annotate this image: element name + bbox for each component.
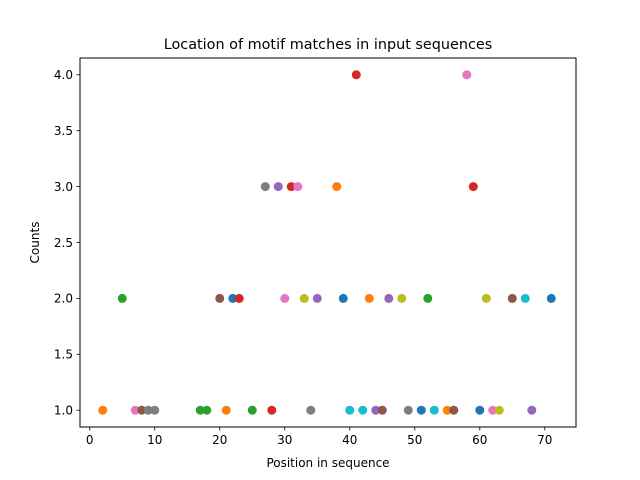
data-point [312, 293, 322, 303]
data-point [494, 405, 504, 415]
data-point [228, 293, 238, 303]
data-point [397, 293, 407, 303]
data-point [462, 70, 472, 80]
data-point [293, 182, 303, 192]
plot-area-frame [79, 57, 577, 428]
data-point [221, 405, 231, 415]
x-tick-label: 0 [86, 433, 94, 447]
data-point [215, 293, 225, 303]
data-point [527, 405, 537, 415]
data-point [338, 293, 348, 303]
y-axis-label: Counts [28, 222, 42, 264]
data-point [273, 182, 283, 192]
data-point [364, 293, 374, 303]
data-point [449, 405, 459, 415]
data-point [442, 405, 452, 415]
y-tick-label: 2.0 [54, 292, 73, 306]
data-point [117, 293, 127, 303]
chart-title: Location of motif matches in input seque… [164, 37, 493, 53]
y-tick-label: 1.5 [54, 348, 73, 362]
data-point [429, 405, 439, 415]
x-tick-label: 70 [537, 433, 552, 447]
y-tick-label: 2.5 [54, 236, 73, 250]
data-point [481, 293, 491, 303]
data-point [345, 405, 355, 415]
data-point [267, 405, 277, 415]
data-point [247, 405, 257, 415]
y-axis-ticks: 1.0 1.5 2.0 2.5 3.0 3.5 4.0 [54, 68, 80, 418]
data-point [520, 293, 530, 303]
data-point [384, 293, 394, 303]
x-axis-ticks: 0 10 20 30 40 50 60 70 [86, 427, 552, 447]
data-point [280, 293, 290, 303]
data-point [299, 293, 309, 303]
y-tick-label: 3.0 [54, 180, 73, 194]
data-point [130, 405, 140, 415]
data-point [416, 405, 426, 415]
data-point [403, 405, 413, 415]
y-tick-label: 3.5 [54, 124, 73, 138]
data-point [202, 405, 212, 415]
data-point [377, 405, 387, 415]
y-tick-label: 1.0 [54, 404, 73, 418]
x-tick-label: 30 [277, 433, 292, 447]
y-tick-label: 4.0 [54, 68, 73, 82]
data-point [475, 405, 485, 415]
data-point [351, 70, 361, 80]
data-point [358, 405, 368, 415]
x-tick-label: 50 [407, 433, 422, 447]
x-tick-label: 60 [472, 433, 487, 447]
data-point [332, 182, 342, 192]
data-point [546, 293, 556, 303]
data-point [488, 405, 498, 415]
data-point [195, 405, 205, 415]
data-point [286, 182, 296, 192]
data-point [137, 405, 147, 415]
data-point [306, 405, 316, 415]
data-point [423, 293, 433, 303]
data-point [98, 405, 108, 415]
data-point [260, 182, 270, 192]
x-tick-label: 40 [342, 433, 357, 447]
data-point [150, 405, 160, 415]
x-axis-label: Position in sequence [266, 456, 389, 470]
x-tick-label: 10 [147, 433, 162, 447]
data-points [98, 70, 556, 415]
data-point [143, 405, 153, 415]
data-point [468, 182, 478, 192]
x-tick-label: 20 [212, 433, 227, 447]
data-point [234, 293, 244, 303]
data-point [371, 405, 381, 415]
data-point [507, 293, 517, 303]
